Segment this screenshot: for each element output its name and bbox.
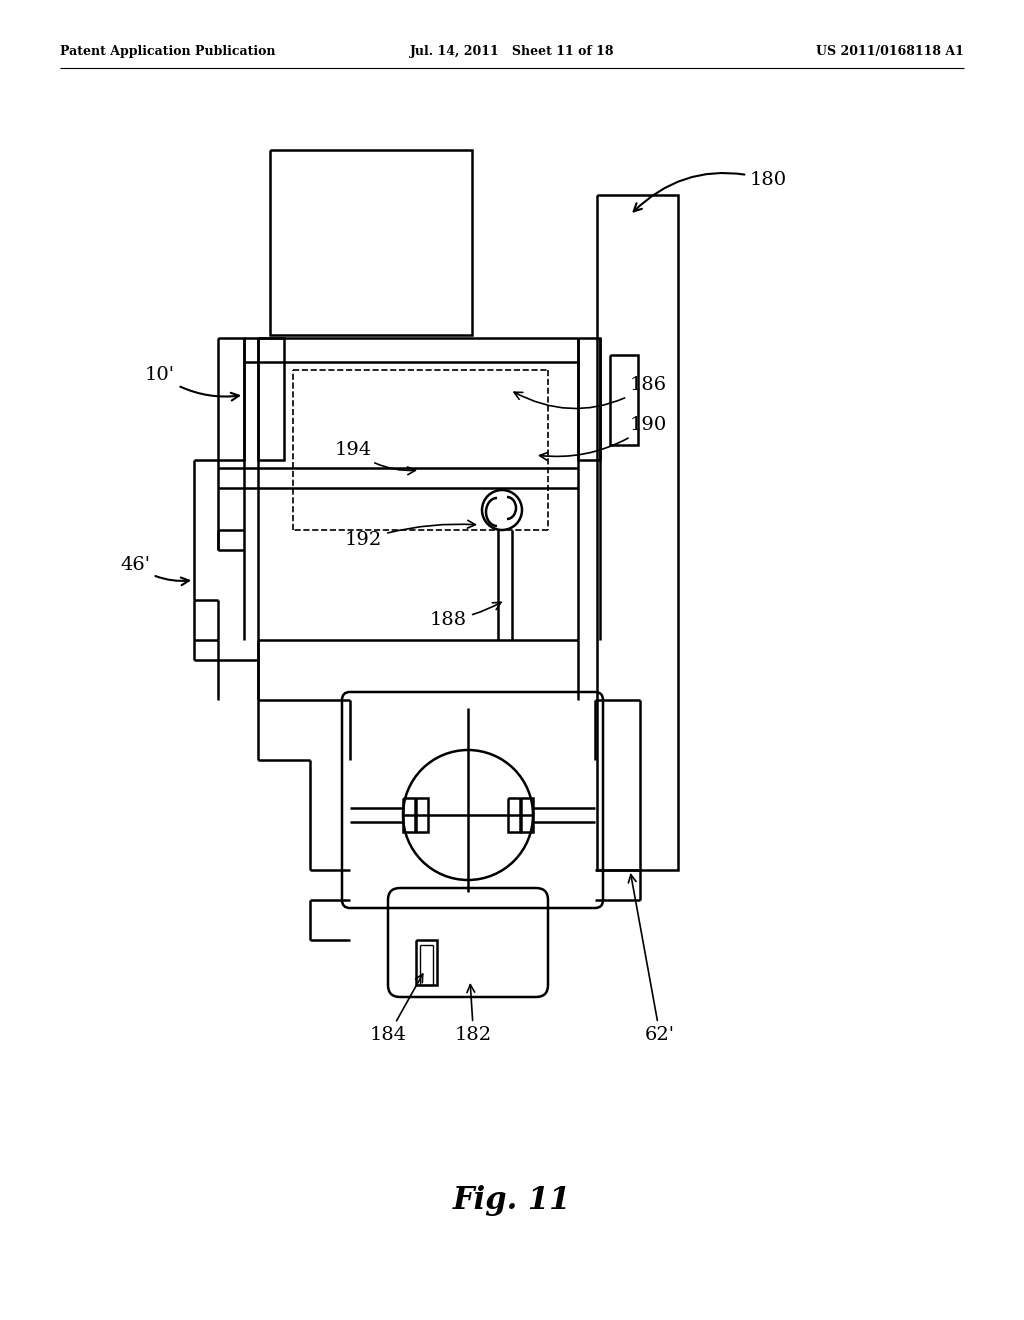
Text: US 2011/0168118 A1: US 2011/0168118 A1 (816, 45, 964, 58)
Text: 186: 186 (514, 376, 667, 408)
Text: Fig. 11: Fig. 11 (453, 1184, 571, 1216)
Text: 194: 194 (335, 441, 416, 475)
Text: 10': 10' (145, 366, 239, 400)
Text: 184: 184 (370, 974, 423, 1044)
Text: Patent Application Publication: Patent Application Publication (60, 45, 275, 58)
Text: 192: 192 (345, 520, 475, 549)
Text: 46': 46' (120, 556, 188, 585)
Text: Jul. 14, 2011   Sheet 11 of 18: Jul. 14, 2011 Sheet 11 of 18 (410, 45, 614, 58)
Text: 62': 62' (629, 875, 675, 1044)
Text: 188: 188 (430, 602, 501, 630)
Text: 180: 180 (634, 172, 787, 211)
Text: 190: 190 (540, 416, 668, 461)
Text: 182: 182 (455, 985, 493, 1044)
